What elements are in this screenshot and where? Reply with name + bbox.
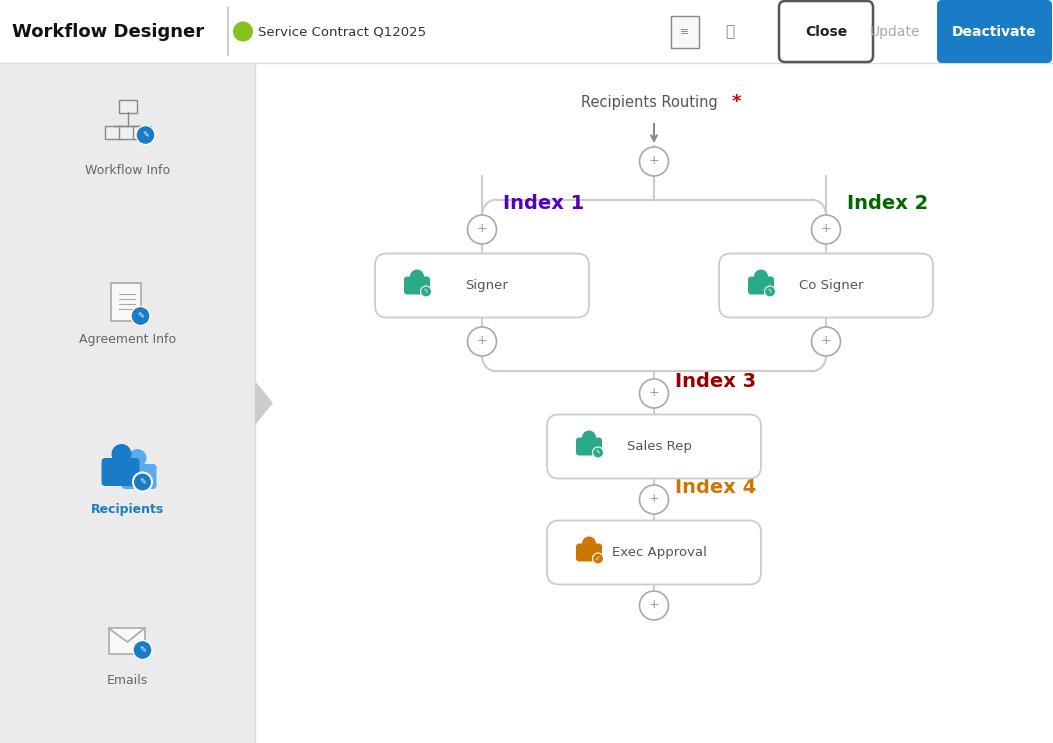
Text: +: + — [649, 599, 659, 611]
FancyBboxPatch shape — [119, 126, 137, 139]
Circle shape — [582, 536, 596, 551]
Text: *: * — [731, 93, 740, 111]
Text: +: + — [477, 222, 488, 236]
FancyBboxPatch shape — [119, 100, 137, 113]
Text: Recipients: Recipients — [91, 504, 164, 516]
FancyBboxPatch shape — [121, 464, 157, 489]
Circle shape — [764, 286, 775, 297]
Circle shape — [639, 379, 669, 408]
Text: Emails: Emails — [106, 673, 148, 687]
Text: ✎: ✎ — [423, 289, 429, 294]
FancyBboxPatch shape — [576, 438, 602, 455]
FancyBboxPatch shape — [104, 126, 122, 139]
Circle shape — [133, 640, 152, 660]
Text: ✎: ✎ — [139, 478, 146, 487]
Circle shape — [136, 126, 155, 144]
FancyBboxPatch shape — [404, 276, 430, 294]
Circle shape — [112, 444, 132, 464]
FancyBboxPatch shape — [0, 0, 1053, 63]
Text: Exec Approval: Exec Approval — [612, 546, 707, 559]
Text: +: + — [477, 334, 488, 348]
Text: Recipients Routing: Recipients Routing — [580, 96, 717, 111]
Text: +: + — [649, 155, 659, 167]
Text: ✎: ✎ — [137, 311, 144, 320]
Text: Index 2: Index 2 — [847, 194, 929, 213]
Circle shape — [639, 485, 669, 514]
Circle shape — [233, 22, 253, 42]
FancyBboxPatch shape — [133, 126, 151, 139]
FancyBboxPatch shape — [937, 0, 1052, 63]
FancyBboxPatch shape — [547, 415, 761, 478]
Text: Close: Close — [804, 25, 847, 39]
Text: ≡: ≡ — [680, 27, 690, 36]
Text: +: + — [820, 334, 831, 348]
Polygon shape — [255, 381, 273, 425]
Circle shape — [468, 215, 497, 244]
Circle shape — [420, 286, 432, 297]
FancyBboxPatch shape — [547, 521, 761, 585]
FancyBboxPatch shape — [748, 276, 774, 294]
Text: ✎: ✎ — [768, 289, 772, 294]
FancyBboxPatch shape — [719, 253, 933, 317]
Text: +: + — [820, 222, 831, 236]
FancyBboxPatch shape — [101, 458, 139, 486]
Circle shape — [582, 430, 596, 444]
Circle shape — [754, 270, 768, 284]
FancyBboxPatch shape — [0, 63, 255, 743]
Circle shape — [133, 473, 152, 492]
FancyBboxPatch shape — [779, 1, 873, 62]
Circle shape — [468, 327, 497, 356]
Text: ✎: ✎ — [142, 131, 150, 140]
Circle shape — [639, 591, 669, 620]
Text: 🗑: 🗑 — [726, 24, 735, 39]
Text: Co Signer: Co Signer — [799, 279, 863, 292]
FancyBboxPatch shape — [576, 543, 602, 562]
Text: Index 4: Index 4 — [675, 478, 756, 497]
Text: Agreement Info: Agreement Info — [79, 334, 176, 346]
Text: Workflow Designer: Workflow Designer — [12, 22, 204, 41]
Text: Deactivate: Deactivate — [952, 25, 1037, 39]
Text: Index 3: Index 3 — [675, 372, 756, 391]
FancyBboxPatch shape — [671, 16, 699, 48]
Circle shape — [812, 327, 840, 356]
Text: Workflow Info: Workflow Info — [85, 163, 171, 177]
FancyBboxPatch shape — [375, 253, 589, 317]
Circle shape — [410, 270, 424, 284]
Circle shape — [639, 147, 669, 176]
Text: +: + — [649, 386, 659, 400]
Text: ✓: ✓ — [595, 556, 601, 562]
Text: Index 1: Index 1 — [503, 194, 584, 213]
Circle shape — [128, 449, 146, 467]
Text: ✎: ✎ — [139, 646, 146, 655]
Circle shape — [812, 215, 840, 244]
Circle shape — [593, 447, 603, 458]
Circle shape — [593, 553, 603, 564]
Text: Sales Rep: Sales Rep — [627, 440, 692, 453]
Circle shape — [131, 307, 150, 325]
Text: Service Contract Q12025: Service Contract Q12025 — [258, 25, 426, 38]
Text: ✎: ✎ — [596, 450, 600, 455]
FancyBboxPatch shape — [108, 628, 144, 654]
Text: Signer: Signer — [465, 279, 509, 292]
FancyBboxPatch shape — [111, 283, 140, 321]
Text: Update: Update — [870, 25, 920, 39]
Text: +: + — [649, 493, 659, 505]
